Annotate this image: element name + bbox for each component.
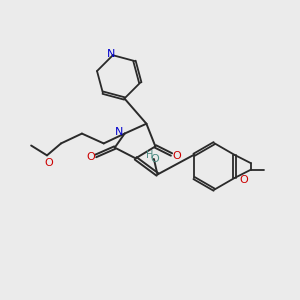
Text: O: O: [150, 154, 159, 164]
Text: O: O: [172, 151, 181, 161]
Text: O: O: [44, 158, 53, 168]
Text: N: N: [115, 127, 123, 137]
Text: H: H: [146, 150, 153, 160]
Text: O: O: [240, 175, 248, 185]
Text: N: N: [107, 49, 116, 59]
Text: O: O: [86, 152, 95, 163]
